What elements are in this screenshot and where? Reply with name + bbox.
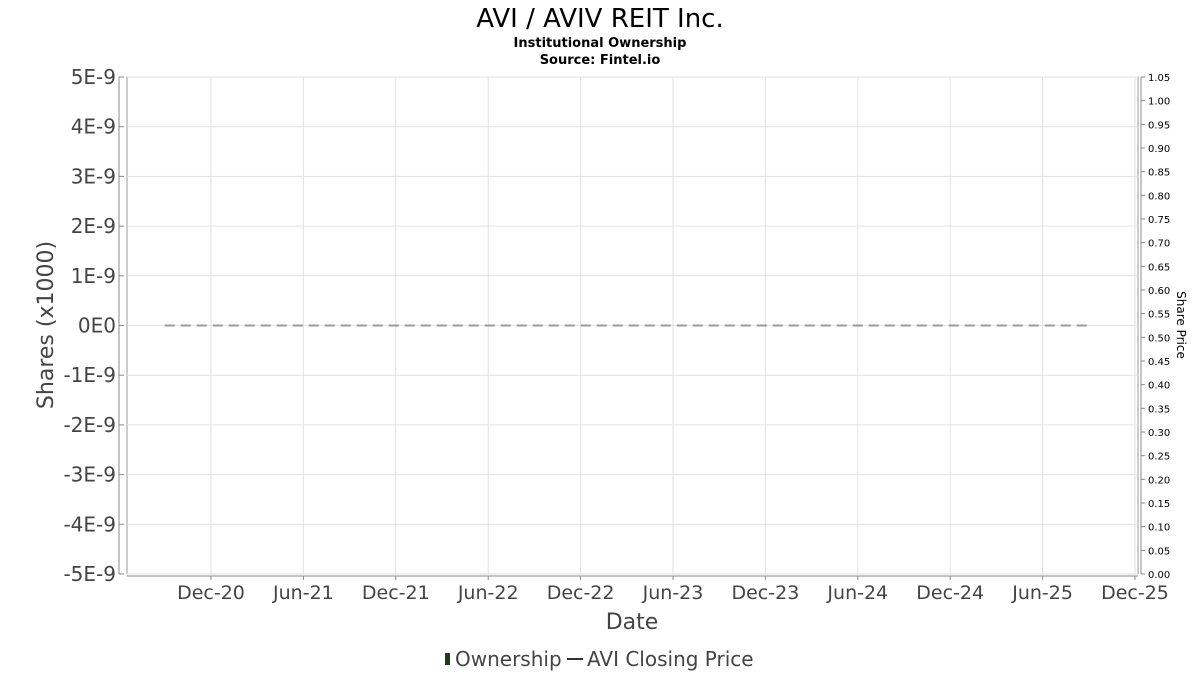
y2-tick-label: 0.60 — [1148, 286, 1170, 297]
legend-ownership-swatch — [445, 653, 450, 665]
x-tick-label: Dec-25 — [1101, 582, 1169, 604]
y-tick-label: -4E-9 — [63, 512, 116, 536]
y2-tick-label: 0.70 — [1148, 239, 1170, 250]
x-tick-label: Dec-20 — [177, 582, 245, 604]
y2-tick-label: 0.85 — [1148, 168, 1170, 179]
y2-tick-label: 0.15 — [1148, 499, 1170, 510]
y2-tick-label: 0.75 — [1148, 215, 1170, 226]
y2-tick-label: 1.05 — [1148, 73, 1170, 84]
y2-tick-label: 0.25 — [1148, 452, 1170, 463]
y2-tick-label: 0.50 — [1148, 333, 1170, 344]
y-tick-label: -3E-9 — [63, 463, 116, 487]
x-tick-label: Dec-22 — [547, 582, 615, 604]
x-tick-label: Dec-24 — [916, 582, 984, 604]
legend: Ownership AVI Closing Price — [445, 647, 754, 671]
x-axis-label: Date — [606, 610, 659, 635]
left-axis-ticks: 5E-9 4E-9 3E-9 2E-9 1E-9 0E0 -1E-9 -2E-9 -3E-9 -4… — [63, 65, 124, 586]
x-tick-label: Dec-23 — [731, 582, 799, 604]
y2-tick-label: 0.45 — [1148, 357, 1170, 368]
y2-tick-label: 0.90 — [1148, 144, 1170, 155]
x-tick-label: Jun-24 — [826, 582, 888, 604]
y2-tick-label: 0.35 — [1148, 404, 1170, 415]
y2-tick-label: 0.10 — [1148, 523, 1170, 534]
x-axis-ticks: Dec-20 Jun-21 Dec-21 Jun-22 Dec-22 Jun-23 Dec-… — [177, 576, 1169, 604]
y-tick-label: 5E-9 — [71, 65, 116, 89]
chart-title: AVI / AVIV REIT Inc. — [476, 4, 724, 34]
legend-ownership-label: Ownership — [455, 647, 562, 671]
chart-subtitle-line-2: Source: Fintel.io — [540, 53, 661, 68]
y-tick-label: -2E-9 — [63, 413, 116, 437]
x-tick-label: Jun-21 — [272, 582, 334, 604]
y-tick-label: -1E-9 — [63, 363, 116, 387]
y-axis-label: Shares (x1000) — [34, 241, 59, 409]
y2-tick-label: 0.55 — [1148, 310, 1170, 321]
right-axis-ticks: 1.05 1.00 0.95 0.90 0.85 0.80 0.75 0.70 0.65 0.60… — [1141, 73, 1170, 581]
x-tick-label: Jun-25 — [1011, 582, 1073, 604]
y-tick-label: 4E-9 — [71, 115, 116, 139]
y2-tick-label: 0.00 — [1148, 570, 1170, 581]
y2-tick-label: 0.20 — [1148, 475, 1170, 486]
y2-tick-label: 0.65 — [1148, 262, 1170, 273]
y2-tick-label: 0.05 — [1148, 546, 1170, 557]
x-tick-label: Dec-21 — [362, 582, 430, 604]
y-tick-label: 0E0 — [78, 314, 116, 338]
y-tick-label: 3E-9 — [71, 164, 116, 188]
x-tick-label: Jun-23 — [642, 582, 704, 604]
y2-tick-label: 0.30 — [1148, 428, 1170, 439]
y2-axis-label: Share Price — [1174, 291, 1188, 359]
y2-tick-label: 0.80 — [1148, 191, 1170, 202]
chart-subtitle-line-1: Institutional Ownership — [514, 36, 687, 51]
legend-price-label: AVI Closing Price — [587, 647, 754, 671]
y2-tick-label: 1.00 — [1148, 97, 1170, 108]
y-tick-label: 1E-9 — [71, 264, 116, 288]
y-tick-label: 2E-9 — [71, 214, 116, 238]
x-tick-label: Jun-22 — [457, 582, 519, 604]
y2-tick-label: 0.95 — [1148, 120, 1170, 131]
y-tick-label: -5E-9 — [63, 562, 116, 586]
y2-tick-label: 0.40 — [1148, 381, 1170, 392]
